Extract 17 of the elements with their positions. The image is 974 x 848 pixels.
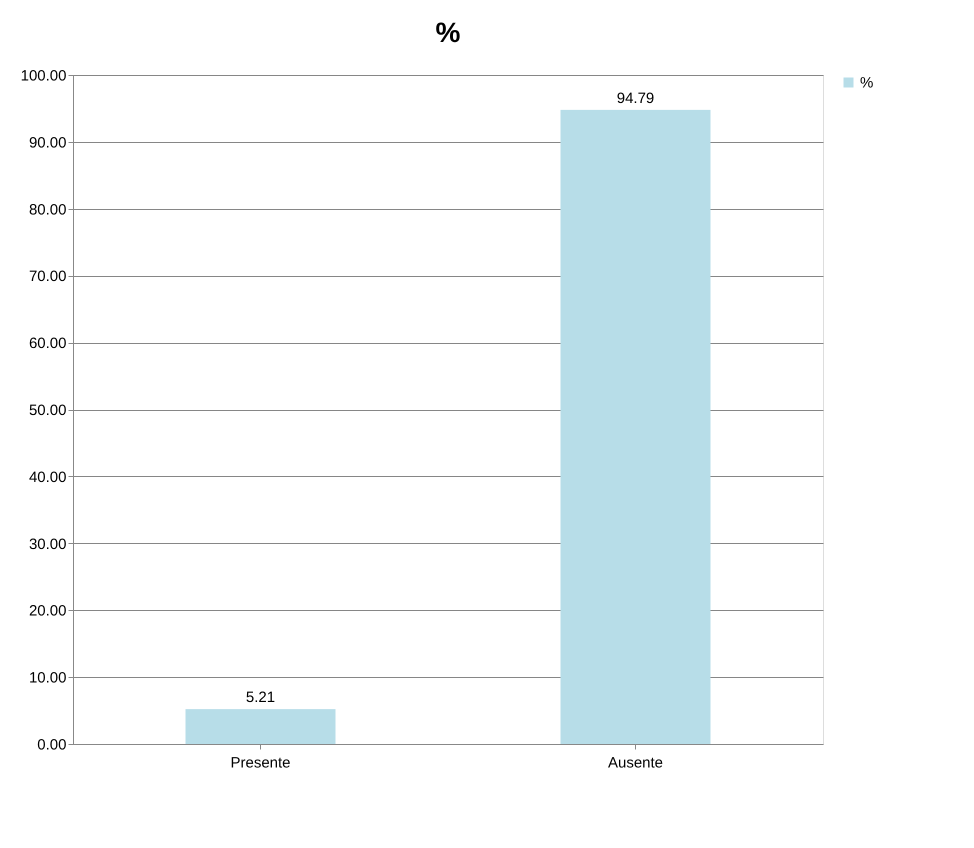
data-label: 94.79 — [616, 90, 654, 107]
y-tick-label: 50.00 — [28, 402, 66, 419]
y-tick-label: 10.00 — [28, 670, 66, 687]
y-tick-label: 80.00 — [28, 201, 66, 218]
y-tick-label: 90.00 — [28, 134, 66, 152]
x-tick-label: Presente — [230, 754, 291, 772]
y-tick-label: 30.00 — [28, 536, 66, 553]
chart-title: % — [436, 17, 461, 48]
y-tick-label: 0.00 — [37, 736, 66, 754]
y-tick-label: 70.00 — [28, 268, 66, 286]
legend-label: % — [860, 74, 874, 92]
y-tick-label: 20.00 — [28, 602, 66, 620]
y-tick-label: 40.00 — [28, 468, 66, 486]
y-tick-label: 100.00 — [20, 68, 66, 84]
data-label: 5.21 — [246, 689, 276, 706]
y-tick-label: 60.00 — [28, 335, 66, 352]
x-tick-label: Ausente — [608, 754, 664, 772]
